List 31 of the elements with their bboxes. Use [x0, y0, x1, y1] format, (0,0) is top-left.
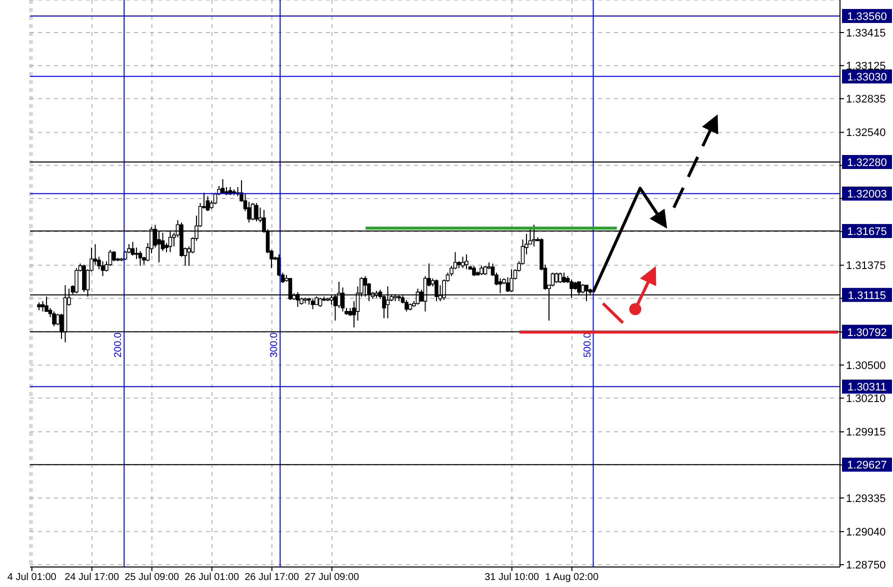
ref-line-label: 1.29627: [847, 460, 887, 472]
y-tick-label: 1.32540: [846, 127, 886, 140]
y-tick-label: 1.29040: [846, 526, 886, 539]
x-tick-label: 26 Jul 01:00: [184, 572, 240, 584]
x-tick-label: 25 Jul 09:00: [124, 572, 180, 584]
x-tick-label: 4 Jul 01:00: [7, 572, 57, 584]
y-tick-label: 1.33125: [846, 60, 886, 73]
annotation: 500.0: [582, 332, 594, 358]
y-tick-label: 1.33415: [846, 27, 886, 40]
x-tick-label: 27 Jul 09:00: [304, 572, 360, 584]
ref-line-label: 1.31675: [847, 226, 887, 238]
y-tick-label: 1.30500: [846, 360, 886, 372]
ref-line-label: 1.30792: [847, 326, 887, 339]
ref-line-label: 1.31115: [848, 290, 886, 302]
y-tick-label: 1.30210: [846, 393, 886, 406]
ref-line-label: 1.32003: [847, 188, 887, 201]
y-tick-label: 1.28750: [846, 560, 886, 572]
y-tick-label: 1.31375: [846, 260, 886, 272]
x-tick-label: 1 Aug 02:00: [545, 572, 599, 584]
y-tick-label: 1.29915: [846, 426, 886, 439]
ref-line-label: 1.30311: [848, 382, 886, 394]
annotation: 300.0: [269, 332, 280, 358]
ref-line-label: 1.32280: [847, 157, 887, 169]
x-tick-label: 24 Jul 17:00: [64, 572, 120, 584]
y-tick-label: 1.32835: [846, 94, 886, 106]
x-tick-label: 26 Jul 17:00: [244, 572, 300, 584]
annotation: 200.0: [113, 332, 124, 358]
ref-line-label: 1.33030: [847, 71, 887, 84]
y-tick-label: 1.29335: [846, 492, 886, 505]
ref-line-label: 1.33560: [847, 10, 887, 23]
x-tick-label: 31 Jul 10:00: [484, 572, 540, 584]
